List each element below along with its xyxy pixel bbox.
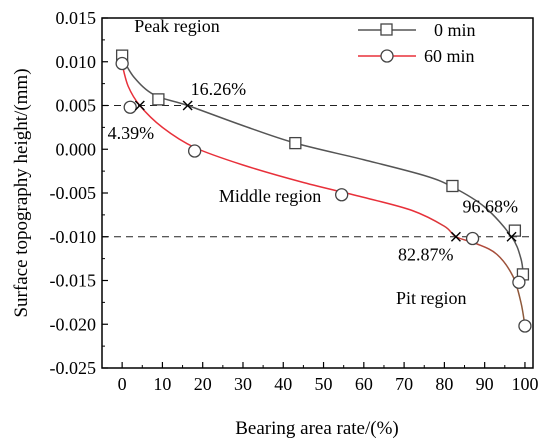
annotation-pit: Pit region — [396, 288, 467, 308]
annotations: Peak region Middle region Pit region 16.26%… — [108, 16, 518, 308]
x-tick-label: 40 — [274, 374, 292, 394]
legend-entry-0min: 0 min — [358, 20, 476, 40]
legend-label-0min: 0 min — [434, 20, 476, 40]
axis-ticks — [102, 17, 526, 369]
annotation-p96: 96.68% — [463, 196, 519, 216]
reference-lines — [102, 105, 533, 238]
data-point-60min — [512, 275, 526, 289]
x-tick-label: 30 — [234, 374, 252, 394]
intersection-marker — [450, 231, 461, 242]
series-curve-0 — [121, 56, 525, 277]
intersection-marker — [506, 231, 517, 242]
intersection-marker — [134, 100, 145, 111]
legend-label-60min: 60 min — [424, 46, 475, 66]
x-tick-label: 0 — [118, 374, 127, 394]
legend-marker-0min — [380, 23, 393, 36]
data-point-60min — [518, 319, 532, 333]
x-tick-label: 10 — [153, 374, 171, 394]
legend: 0 min 60 min — [358, 20, 476, 66]
x-tick-label: 80 — [435, 374, 453, 394]
intersection-markers — [134, 100, 517, 242]
data-point-60min — [465, 231, 480, 246]
data-point-0min — [289, 136, 302, 150]
annotation-middle: Middle region — [219, 186, 321, 206]
series-markers — [115, 49, 532, 333]
y-tick-label: 0.000 — [56, 139, 97, 159]
legend-marker-60min — [380, 49, 394, 63]
x-tick-label: 20 — [194, 374, 212, 394]
y-axis-title: Surface topography height/(mm) — [11, 68, 32, 317]
series-curves — [121, 56, 526, 327]
x-tick-label: 60 — [355, 374, 373, 394]
plot-area — [101, 17, 534, 369]
series-curve-1 — [121, 64, 526, 327]
annotation-p16: 16.26% — [191, 79, 247, 99]
data-point-60min — [115, 56, 129, 71]
annotation-p4: 4.39% — [108, 123, 155, 143]
y-tick-label: -0.005 — [50, 183, 97, 203]
data-point-0min — [508, 224, 522, 237]
data-point-60min — [123, 100, 137, 114]
x-tick-label: 50 — [315, 374, 333, 394]
data-point-60min — [187, 144, 202, 158]
intersection-marker — [182, 100, 193, 111]
y-tick-label: -0.020 — [50, 314, 97, 334]
tick-labels: 0 10 20 30 40 50 60 70 80 90 100 0.015 0.010 0.005 0.0… — [50, 8, 539, 394]
data-point-0min — [446, 179, 459, 193]
y-tick-label: -0.010 — [50, 227, 97, 247]
data-point-0min — [152, 93, 165, 106]
x-axis-title: Bearing area rate/(%) — [235, 418, 399, 439]
x-tick-label: 100 — [511, 374, 538, 394]
x-tick-label: 70 — [395, 374, 413, 394]
y-tick-label: 0.015 — [56, 8, 97, 28]
data-point-60min — [335, 188, 349, 202]
legend-entry-60min: 60 min — [358, 46, 475, 66]
annotation-p82: 82.87% — [398, 244, 454, 264]
y-tick-label: 0.010 — [56, 52, 97, 72]
y-tick-label: -0.015 — [50, 271, 97, 291]
x-tick-label: 90 — [476, 374, 494, 394]
annotation-peak: Peak region — [134, 16, 219, 36]
y-tick-label: -0.025 — [50, 358, 97, 378]
y-tick-label: 0.005 — [56, 96, 97, 116]
